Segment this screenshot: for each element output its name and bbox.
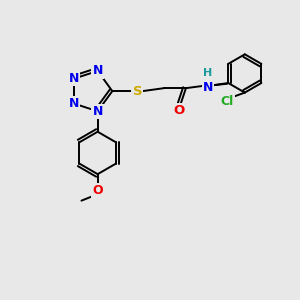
Text: N: N [92,105,103,118]
Text: N: N [69,72,79,85]
Text: O: O [92,184,103,197]
Text: N: N [69,97,79,110]
Text: O: O [173,104,184,117]
Text: N: N [92,64,103,77]
Text: H: H [203,68,213,78]
Text: S: S [133,85,142,98]
Text: Cl: Cl [220,95,234,108]
Text: N: N [203,81,213,94]
